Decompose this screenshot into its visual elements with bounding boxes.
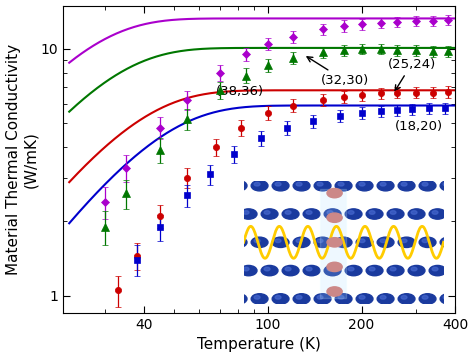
Text: (32,30): (32,30) bbox=[307, 57, 369, 87]
Text: (38,36): (38,36) bbox=[216, 85, 264, 98]
Text: (18,20): (18,20) bbox=[394, 120, 443, 133]
Text: (25,24): (25,24) bbox=[387, 58, 436, 91]
X-axis label: Temperature (K): Temperature (K) bbox=[197, 338, 321, 352]
Y-axis label: Material Thermal Conductivity
(W/mK): Material Thermal Conductivity (W/mK) bbox=[6, 44, 38, 275]
